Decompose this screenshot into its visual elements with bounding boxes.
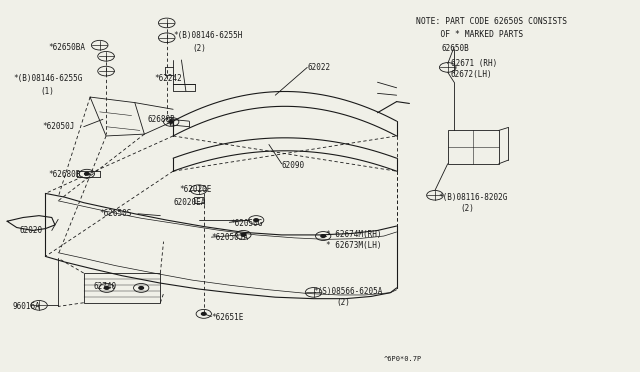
Text: *(B)08146-6255H: *(B)08146-6255H [173, 31, 243, 41]
Circle shape [139, 286, 143, 289]
Text: *62650S: *62650S [100, 209, 132, 218]
Text: ^6P0*0.7P: ^6P0*0.7P [384, 356, 422, 362]
Text: 62672(LH): 62672(LH) [451, 70, 493, 79]
Text: *62680B: *62680B [49, 170, 81, 179]
Circle shape [202, 312, 206, 315]
Text: 62022: 62022 [307, 63, 330, 72]
Text: 96016A: 96016A [12, 302, 40, 311]
Text: 62020EA: 62020EA [173, 198, 205, 207]
Text: 62090: 62090 [282, 161, 305, 170]
Text: *62020E: *62020E [179, 185, 212, 194]
Text: *62651E: *62651E [211, 313, 244, 322]
Circle shape [104, 286, 109, 289]
Text: *(B)08146-6255G: *(B)08146-6255G [13, 74, 83, 83]
Text: *62650BA: *62650BA [49, 42, 86, 51]
Bar [193, 197, 204, 203]
Text: 62020: 62020 [20, 226, 43, 235]
Text: *62050J: *62050J [42, 122, 75, 131]
Text: (2): (2) [461, 204, 474, 213]
Text: *(B)08116-8202G: *(B)08116-8202G [438, 193, 508, 202]
Text: 62650B: 62650B [442, 44, 469, 53]
Text: (1): (1) [40, 87, 54, 96]
Text: OF * MARKED PARTS: OF * MARKED PARTS [416, 31, 523, 39]
Text: *62050JA: *62050JA [211, 233, 248, 243]
Circle shape [321, 235, 326, 237]
Text: NOTE: PART CODE 62650S CONSISTS: NOTE: PART CODE 62650S CONSISTS [416, 17, 567, 26]
Text: 62740: 62740 [93, 282, 116, 291]
Text: (2): (2) [336, 298, 350, 307]
Text: *62242: *62242 [154, 74, 182, 83]
Circle shape [169, 121, 173, 123]
Text: *62050G: *62050G [230, 219, 263, 228]
Circle shape [84, 173, 89, 175]
Bar [84, 273, 161, 303]
Text: * 62673M(LH): * 62673M(LH) [326, 241, 382, 250]
Text: (2): (2) [192, 44, 206, 53]
Text: 62680B: 62680B [148, 115, 175, 124]
Text: *(S)08566-6205A: *(S)08566-6205A [314, 287, 383, 296]
Circle shape [241, 234, 246, 236]
Text: 62671 (RH): 62671 (RH) [451, 59, 497, 68]
Bar [448, 131, 499, 164]
Text: * 62674M(RH): * 62674M(RH) [326, 230, 382, 239]
Circle shape [254, 219, 259, 221]
